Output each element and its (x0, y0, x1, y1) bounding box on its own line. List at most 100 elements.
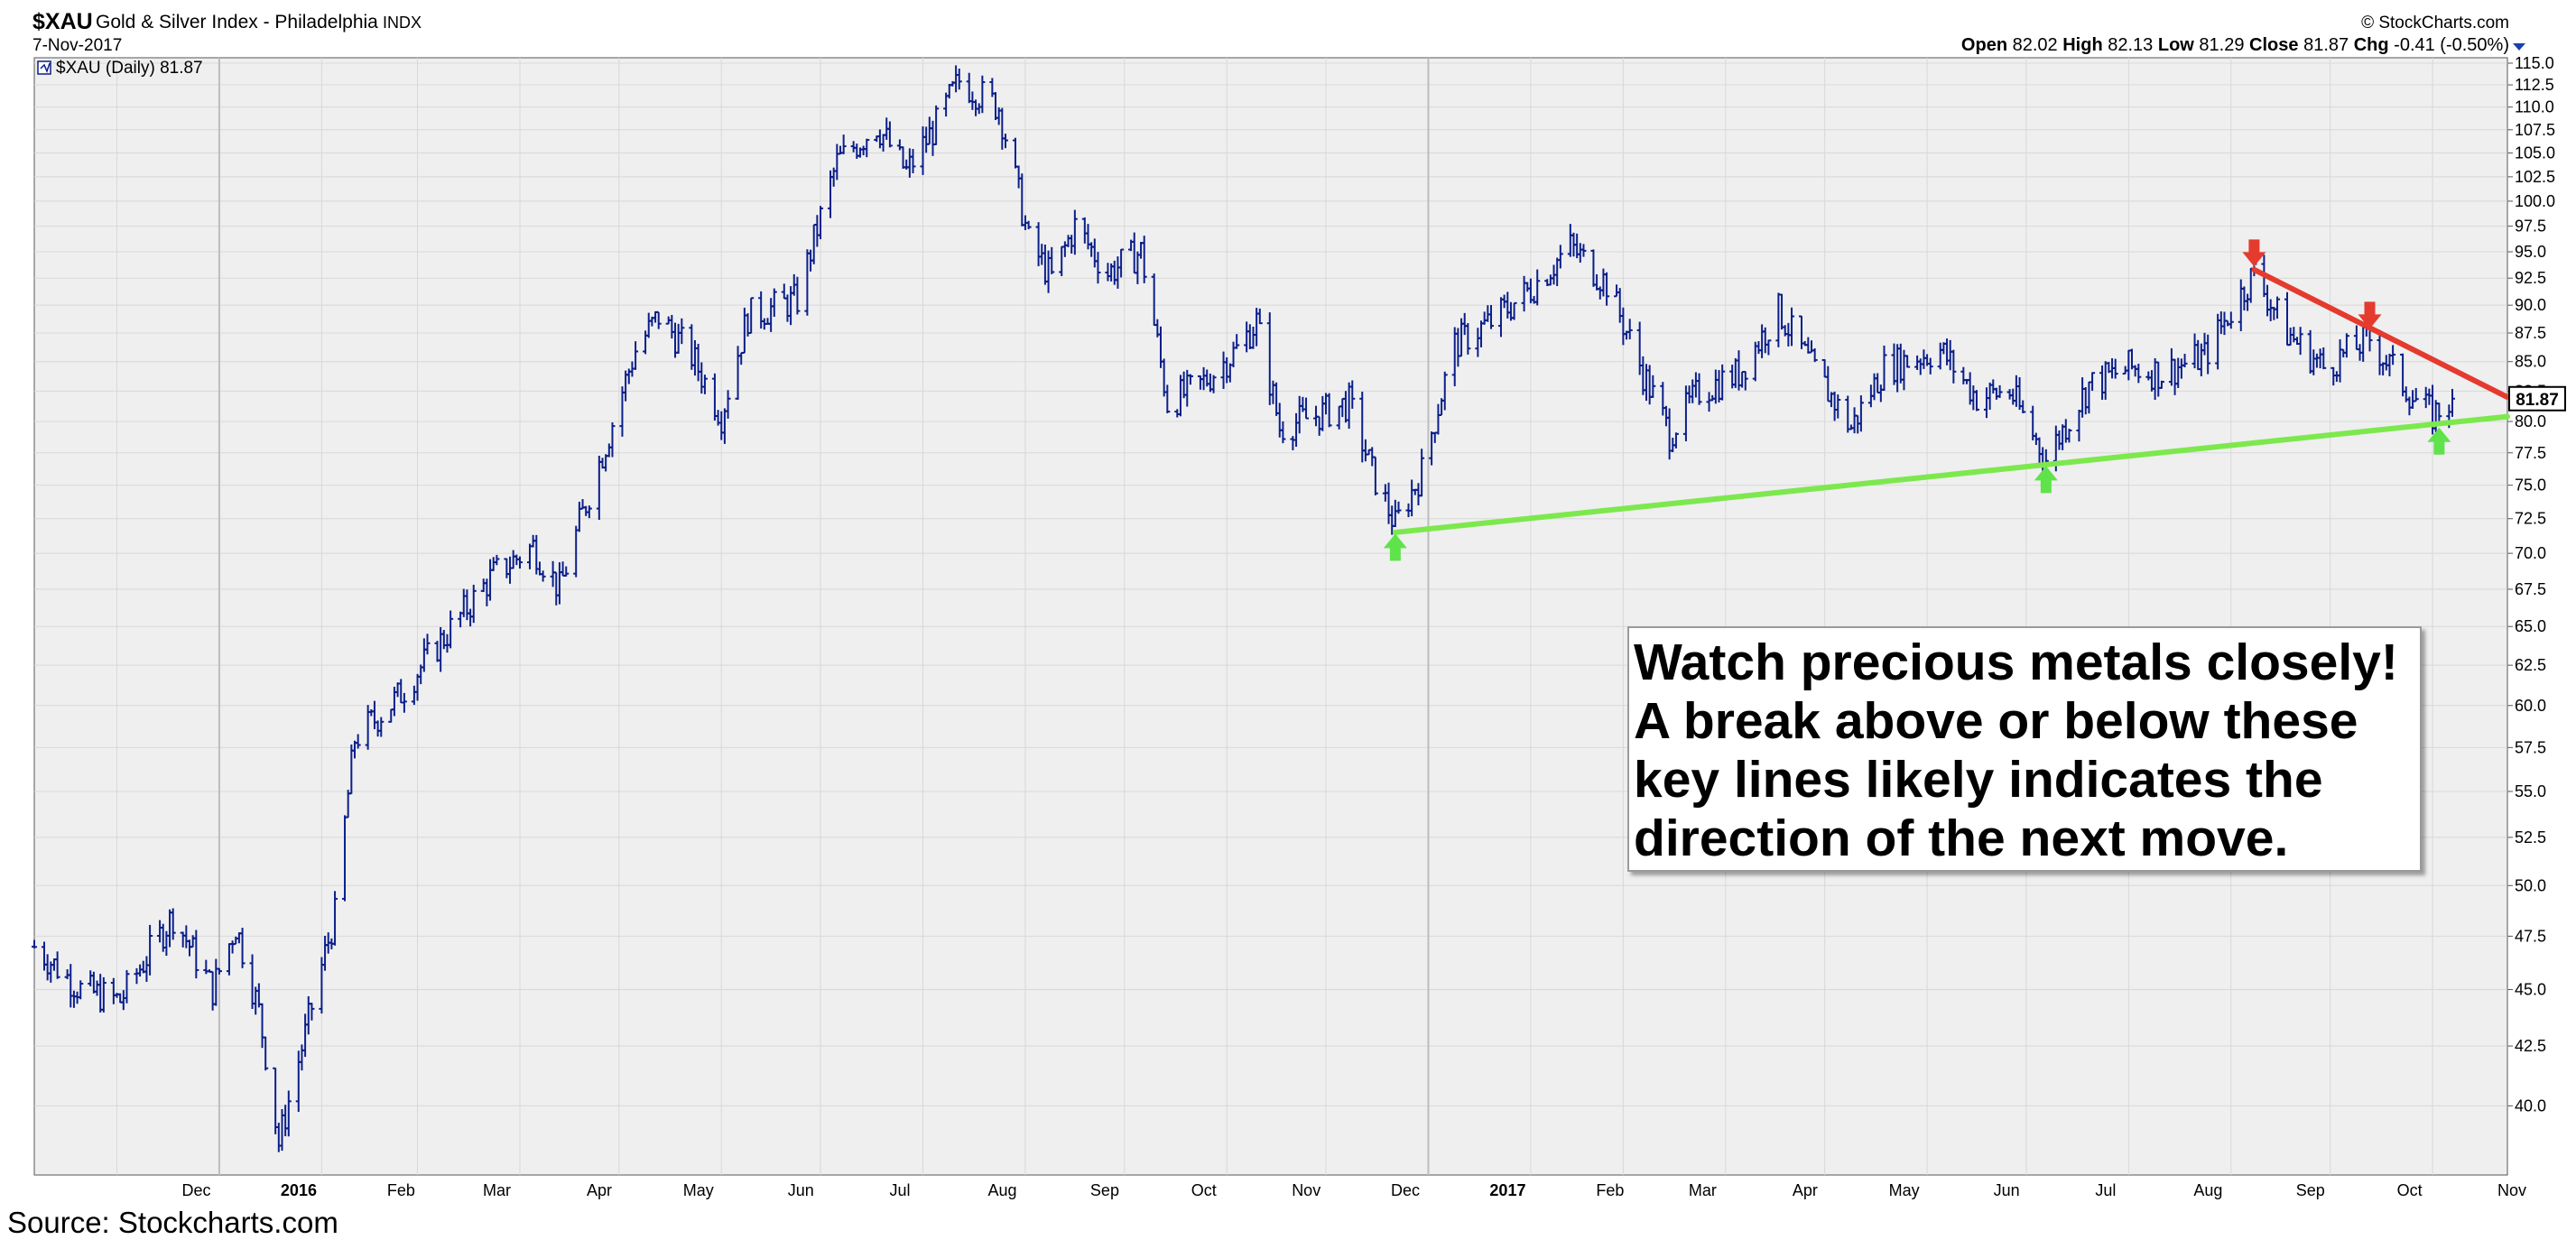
ohlc-bar (701, 375, 708, 394)
y-tick-label: 55.0 (2515, 782, 2546, 800)
ohlc-bar (193, 930, 199, 979)
last-price-box (2508, 385, 2566, 412)
ohlc-bar (771, 288, 777, 318)
x-tick-label: Aug (987, 1181, 1016, 1199)
ohlc-bar (239, 928, 246, 968)
ohlc-bar (78, 980, 84, 1000)
y-tick-label: 107.5 (2515, 121, 2555, 139)
y-tick-label: 97.5 (2515, 217, 2546, 236)
ohlc-bar (1534, 269, 1541, 306)
chart-exchange: INDX (383, 14, 422, 32)
x-tick-label: Jul (890, 1181, 911, 1199)
ohlc-bar (378, 717, 385, 737)
y-tick-label: 72.5 (2515, 510, 2546, 528)
y-tick-label: 47.5 (2515, 927, 2546, 945)
y-tick-label: 95.0 (2515, 243, 2546, 261)
x-tick-label: Oct (1191, 1181, 1217, 1199)
x-tick-label: Mar (1689, 1181, 1717, 1199)
ohlc-bar (886, 121, 893, 148)
ohlc-bar (1719, 364, 1726, 401)
y-tick-label: 102.5 (2515, 168, 2555, 186)
ohlc-bar (2297, 327, 2303, 356)
quote-line: Open 82.02 High 82.13 Low 81.29 Close 81… (1961, 35, 2509, 55)
x-axis: Dec 2016 Feb Mar Apr May Jun Jul Aug Sep Oct Nov Dec… (181, 1181, 2526, 1199)
ohlc-bar (1234, 334, 1240, 349)
ohlc-bar (1765, 339, 1772, 356)
ohlc-bar (1881, 345, 1887, 391)
x-tick-label: May (683, 1181, 714, 1199)
trendlines (1392, 266, 2510, 535)
last-price-tag: 81.87 (2508, 385, 2566, 412)
ohlc-bar (1557, 245, 1563, 269)
ohlc-bar (1997, 384, 2003, 398)
grid-layer (34, 58, 2507, 1175)
ohlc-bar (147, 924, 153, 976)
ohlc-bar (494, 554, 500, 566)
y-tick-label: 67.5 (2515, 580, 2546, 598)
ohlc-bar (1095, 252, 1101, 284)
y-tick-label: 50.0 (2515, 876, 2546, 894)
y-tick-label: 45.0 (2515, 981, 2546, 999)
arrow-markers (1383, 239, 2451, 561)
ohlc-bar (655, 310, 662, 329)
ohlc-bar (1673, 432, 1679, 449)
ohlc-bar (470, 584, 477, 624)
legend: $XAU (Daily) 81.87 (37, 59, 203, 78)
x-tick-label: Jun (788, 1181, 814, 1199)
ohlc-bar (1789, 307, 1795, 347)
down-arrow-icon (2242, 239, 2266, 267)
ohlc-bar (1626, 319, 1633, 340)
x-tick-label: Sep (1090, 1181, 1119, 1199)
ohlc-bar (1835, 394, 1841, 419)
ohlc-bar (794, 276, 801, 315)
chart-symbol: $XAU (32, 9, 93, 34)
ohlc-bar (1303, 397, 1310, 420)
ohlc-bar (1973, 390, 1979, 412)
ohlc-bar (309, 1003, 315, 1021)
x-tick-label: Jun (1994, 1181, 2020, 1199)
ohlc-bar (2228, 311, 2234, 329)
x-tick-label: Aug (2193, 1181, 2222, 1199)
chart-date: 7-Nov-2017 (32, 36, 122, 55)
ohlc-bar (1002, 134, 1008, 149)
ohlc-bar (1904, 355, 1911, 368)
ohlc-bar (1141, 236, 1147, 283)
y-tick-label: 100.0 (2515, 192, 2555, 210)
ohlc-bar (1812, 347, 1818, 363)
ohlc-bar (1580, 244, 1587, 257)
ohlc-bar (2020, 400, 2026, 413)
close-value: 81.87 (2303, 35, 2349, 55)
quote-dropdown-icon[interactable] (2513, 43, 2525, 51)
ohlc-bar (818, 206, 824, 240)
up-arrow-icon (2034, 466, 2058, 494)
chg-label: Chg (2354, 35, 2389, 55)
ohlc-bar (1372, 456, 1378, 495)
ohlc-bar (424, 634, 431, 655)
x-tick-label: Nov (1292, 1181, 1320, 1199)
ohlc-bar (1395, 501, 1402, 514)
y-tick-label: 65.0 (2515, 617, 2546, 635)
ohlc-bar (840, 134, 847, 154)
up-arrow-icon (1383, 533, 1407, 561)
y-tick-label: 70.0 (2515, 544, 2546, 562)
plot-area (33, 57, 2508, 1176)
ohlc-bar (910, 149, 916, 173)
ohlc-bar (170, 908, 176, 940)
x-tick-label: May (1889, 1181, 1920, 1199)
ohlc-bar (1511, 301, 1517, 320)
x-tick-label: Feb (387, 1181, 415, 1199)
ohlc-bar (124, 969, 130, 1004)
high-value: 82.13 (2108, 35, 2153, 55)
y-tick-label: 60.0 (2515, 697, 2546, 715)
y-tick-label: 105.0 (2515, 144, 2555, 162)
y-tick-label: 80.0 (2515, 412, 2546, 430)
ohlc-bar (285, 1090, 292, 1137)
y-tick-label: 75.0 (2515, 476, 2546, 495)
ohlc-bar (1696, 373, 1702, 405)
y-tick-label: 90.0 (2515, 296, 2546, 314)
price-bars (32, 65, 2455, 1152)
ohlc-bar (679, 318, 685, 345)
open-label: Open (1961, 35, 2007, 55)
ohlc-bar (1927, 357, 1933, 375)
ohlc-bar (2275, 296, 2281, 319)
